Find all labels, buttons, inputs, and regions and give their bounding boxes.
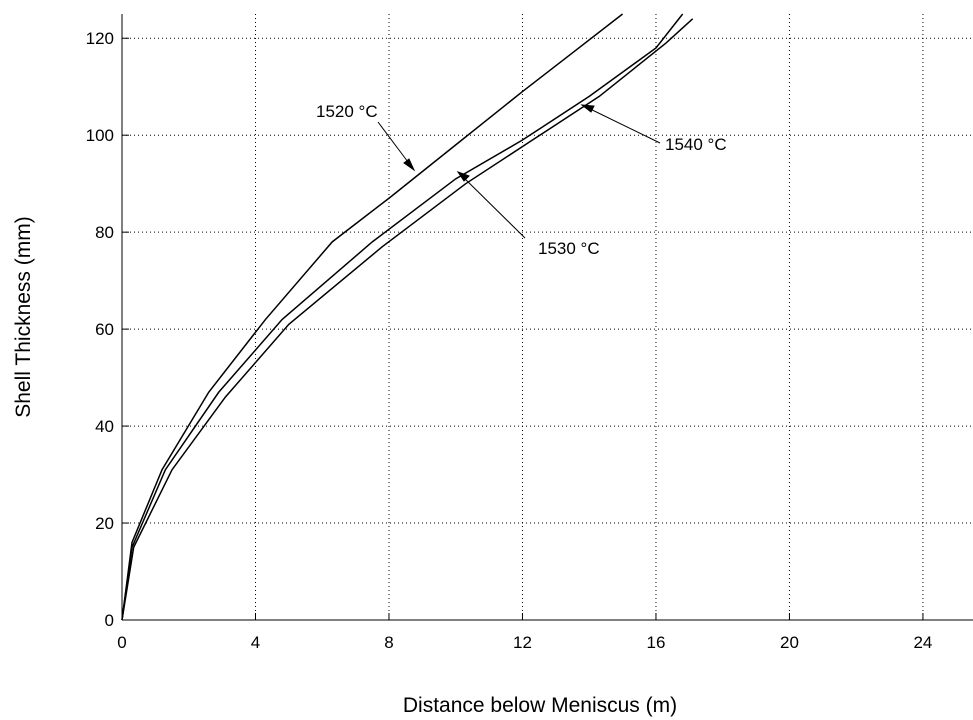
x-tick-label: 20 — [780, 633, 799, 652]
y-tick-label: 40 — [95, 417, 114, 436]
y-tick-label: 120 — [86, 29, 114, 48]
annotation: 1530 °C — [538, 239, 600, 258]
arrow-head — [580, 104, 595, 113]
series-line — [121, 13, 624, 621]
arrow-head — [403, 158, 416, 172]
annotation: 1520 °C — [316, 102, 378, 121]
y-tick-label: 60 — [95, 320, 114, 339]
x-tick-label: 12 — [513, 633, 532, 652]
y-tick-label: 0 — [105, 611, 114, 630]
y-tick-label: 100 — [86, 126, 114, 145]
arrow — [581, 104, 661, 144]
arrow — [457, 171, 526, 239]
y-tick-label: 20 — [95, 514, 114, 533]
x-tick-label: 8 — [384, 633, 393, 652]
series-line — [121, 13, 684, 621]
x-tick-label: 0 — [117, 633, 126, 652]
x-axis-label: Distance below Meniscus (m) — [403, 694, 677, 717]
y-axis-label: Shell Thickness (mm) — [12, 216, 35, 418]
y-tick-label: 80 — [95, 223, 114, 242]
annotation-arrows — [377, 104, 661, 239]
x-tick-label: 4 — [251, 633, 260, 652]
series-line — [121, 18, 694, 621]
annotation: 1540 °C — [665, 135, 727, 154]
x-tick-label: 16 — [646, 633, 665, 652]
x-tick-label: 24 — [913, 633, 932, 652]
